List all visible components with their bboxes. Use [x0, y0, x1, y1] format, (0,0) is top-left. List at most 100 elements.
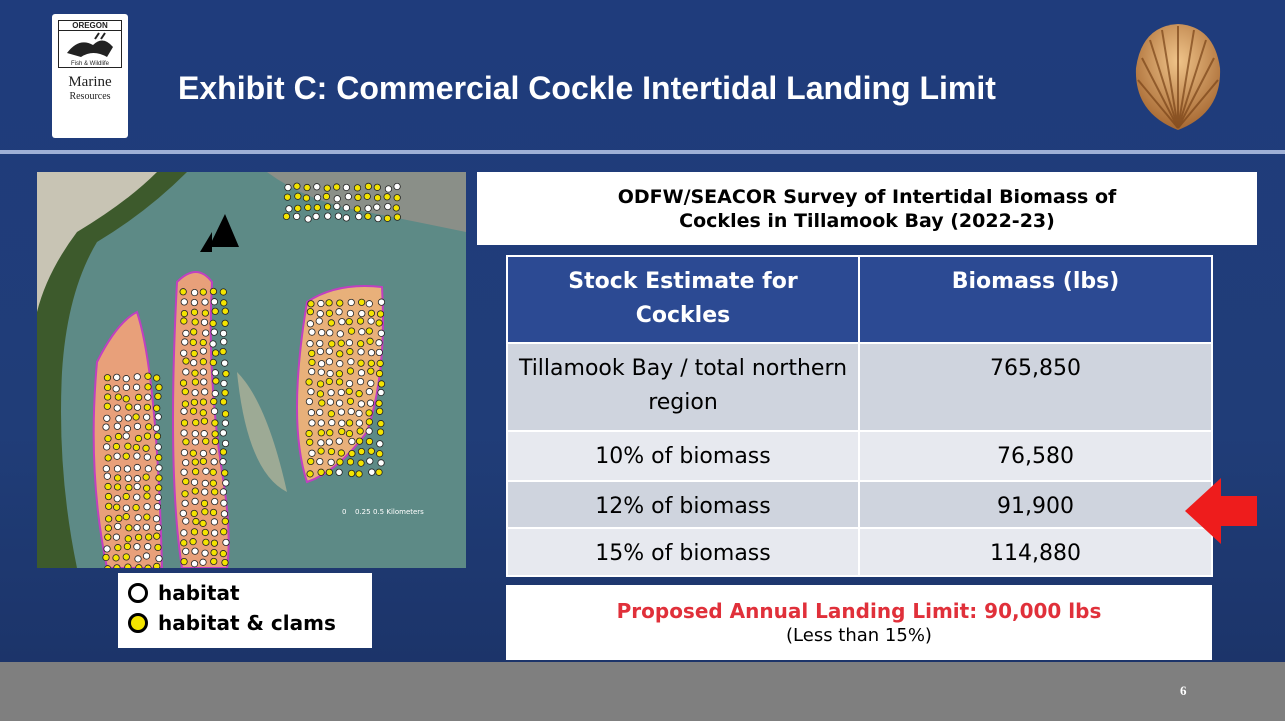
survey-dot [221, 360, 227, 366]
survey-dot [155, 524, 161, 530]
survey-dot [181, 558, 187, 564]
survey-dot [347, 310, 353, 316]
table-header: Stock Estimate for Cockles Biomass (lbs) [507, 256, 1212, 343]
survey-dot [125, 443, 131, 449]
survey-dot [192, 370, 198, 376]
survey-dot [354, 185, 360, 191]
survey-dot [143, 445, 149, 451]
survey-dot [222, 518, 228, 524]
survey-dot [221, 500, 227, 506]
survey-dot [126, 484, 132, 490]
survey-dot [155, 544, 161, 550]
survey-dot [357, 318, 363, 324]
survey-dot [307, 308, 313, 314]
survey-dot [366, 328, 372, 334]
survey-dot [329, 419, 335, 425]
cell: 10% of biomass [507, 431, 859, 481]
survey-dot [113, 555, 119, 561]
survey-dot [338, 450, 344, 456]
survey-dot [212, 370, 218, 376]
survey-dot [309, 420, 315, 426]
survey-dot [286, 206, 292, 212]
survey-dot [124, 425, 130, 431]
survey-dot [192, 498, 198, 504]
survey-dot [143, 414, 149, 420]
survey-dot [114, 484, 120, 490]
survey-dot [104, 473, 110, 479]
survey-dot [317, 409, 323, 415]
survey-dot [105, 493, 111, 499]
survey-dot [190, 538, 196, 544]
survey-dot [123, 513, 129, 519]
survey-dot [114, 405, 120, 411]
survey-dot [366, 419, 372, 425]
survey-dot [134, 544, 140, 550]
survey-dot [134, 475, 140, 481]
survey-dot [358, 349, 364, 355]
table-row: 10% of biomass 76,580 [507, 431, 1212, 481]
survey-dot [104, 415, 110, 421]
survey-dot [211, 530, 217, 536]
cell: 76,580 [859, 431, 1212, 481]
survey-dot [346, 380, 352, 386]
survey-dot [144, 493, 150, 499]
survey-dot [295, 205, 301, 211]
survey-dot [334, 196, 340, 202]
survey-dot [368, 310, 374, 316]
survey-dot [376, 349, 382, 355]
survey-dot [309, 329, 315, 335]
survey-dot [144, 514, 150, 520]
survey-dot [200, 450, 206, 456]
survey-dot [329, 341, 335, 347]
survey-dot [376, 320, 382, 326]
survey-dot [377, 429, 383, 435]
survey-dot [326, 439, 332, 445]
survey-dot [212, 350, 218, 356]
survey-dot [368, 360, 374, 366]
survey-dot [394, 183, 400, 189]
survey-dot [212, 489, 218, 495]
survey-dot [203, 468, 209, 474]
survey-dot [123, 493, 129, 499]
proposal-box: Proposed Annual Landing Limit: 90,000 lb… [506, 585, 1212, 660]
survey-dot [156, 384, 162, 390]
survey-dot [336, 438, 342, 444]
survey-dot [103, 444, 109, 450]
survey-dot [347, 459, 353, 465]
survey-dot [336, 400, 342, 406]
survey-dot [144, 503, 150, 509]
survey-dot [191, 299, 197, 305]
survey-dot [367, 458, 373, 464]
table-row: 15% of biomass 114,880 [507, 528, 1212, 576]
survey-dot [221, 511, 227, 517]
survey-dot [324, 204, 330, 210]
proposal-headline: Proposed Annual Landing Limit: 90,000 lb… [506, 599, 1212, 623]
survey-dot [200, 289, 206, 295]
survey-dot [348, 408, 354, 414]
survey-dot [202, 489, 208, 495]
survey-dot [145, 424, 151, 430]
survey-dot [115, 523, 121, 529]
survey-dot [182, 401, 188, 407]
survey-dot [212, 431, 218, 437]
survey-dot [211, 329, 217, 335]
survey-dot [114, 453, 120, 459]
survey-dot [192, 439, 198, 445]
survey-dot [191, 510, 197, 516]
cell: 12% of biomass [507, 481, 859, 528]
survey-title-line: Cockles in Tillamook Bay (2022-23) [477, 209, 1257, 233]
survey-dot [220, 550, 226, 556]
survey-dot [357, 340, 363, 346]
survey-dot [338, 340, 344, 346]
survey-dot [384, 194, 390, 200]
survey-dot [126, 525, 132, 531]
survey-dot [183, 478, 189, 484]
survey-dot [145, 466, 151, 472]
survey-dot [105, 435, 111, 441]
survey-dot [309, 368, 315, 374]
survey-dot [156, 555, 162, 561]
survey-dot [306, 379, 312, 385]
survey-dot [309, 350, 315, 356]
survey-dot [339, 319, 345, 325]
survey-dot [202, 299, 208, 305]
